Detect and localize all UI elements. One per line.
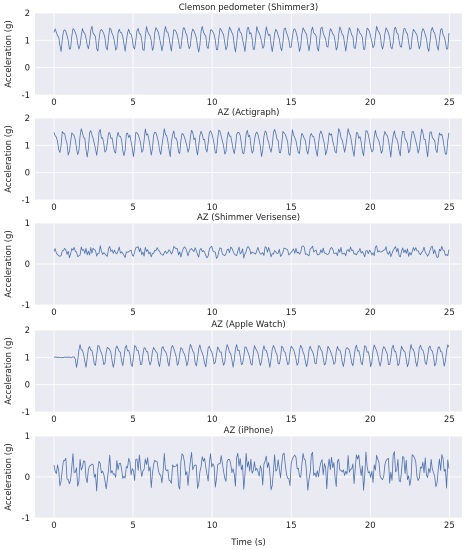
panel-4: AZ (Apple Watch) 0 5 10 15 20 25 -1 0 1 2 Accelerat… <box>4 320 462 425</box>
x-tick-label: 25 <box>444 415 455 425</box>
x-tick-label: 20 <box>365 415 376 425</box>
y-tick-label: -1 <box>22 514 30 524</box>
panel-5: AZ (iPhone) 0 5 10 15 20 25 -1 0 1 Acceleration (g… <box>4 426 462 531</box>
series-line <box>53 25 450 53</box>
y-tick-label: -1 <box>22 91 30 101</box>
y-tick-label: 1 <box>25 141 30 151</box>
y-tick-label: 0 <box>25 64 30 74</box>
y-tick-label: 2 <box>25 114 30 124</box>
panel-title: AZ (Apple Watch) <box>211 320 285 330</box>
x-tick-label: 15 <box>286 415 297 425</box>
x-tick-label: 0 <box>51 415 56 425</box>
y-tick-label: 2 <box>25 9 30 19</box>
y-axis-label: Acceleration (g) <box>4 337 14 405</box>
x-tick-label: 25 <box>444 98 455 108</box>
x-tick-label: 0 <box>51 203 56 213</box>
x-tick-label: 5 <box>130 415 135 425</box>
x-tick-label: 0 <box>51 98 56 108</box>
x-tick-label: 0 <box>51 521 56 531</box>
series-line <box>53 451 450 492</box>
y-tick-label: 0 <box>25 260 30 270</box>
panel-1: Clemson pedometer (Shimmer3)0 5 10 15 20 25-1… <box>4 3 462 108</box>
y-tick-label: 0 <box>25 473 30 483</box>
y-tick-label: -1 <box>22 196 30 206</box>
plot-area <box>35 13 462 95</box>
y-tick-label: 2 <box>25 326 30 336</box>
plot-area <box>35 118 462 200</box>
panel-title: AZ (Shimmer Verisense) <box>197 213 300 223</box>
y-axis-label: Acceleration (g) <box>4 125 14 193</box>
x-tick-label: 5 <box>130 521 135 531</box>
x-tick-label: 10 <box>207 415 218 425</box>
panel-title: Clemson pedometer (Shimmer3) <box>179 3 318 13</box>
x-tick-label: 20 <box>365 203 376 213</box>
y-tick-label: 1 <box>25 353 30 363</box>
y-axis-label: Acceleration (g) <box>4 20 14 88</box>
y-tick-label: 0 <box>25 169 30 179</box>
y-tick-label: 1 <box>25 36 30 46</box>
x-tick-label: 25 <box>444 308 455 318</box>
x-tick-label: 10 <box>207 521 218 531</box>
x-axis-label: Time (s) <box>230 538 266 548</box>
x-tick-label: 25 <box>444 203 455 213</box>
panel-2: AZ (Actigraph) 0 5 10 15 20 25 -1 0 1 2 Acceleratio… <box>4 108 462 213</box>
x-tick-label: 0 <box>51 308 56 318</box>
x-tick-label: 20 <box>365 98 376 108</box>
x-tick-label: 15 <box>286 308 297 318</box>
x-tick-label: 5 <box>130 98 135 108</box>
plot-area <box>35 330 462 412</box>
x-tick-label: 5 <box>130 203 135 213</box>
y-tick-label: 1 <box>25 432 30 442</box>
y-axis-label: Acceleration (g) <box>4 230 14 298</box>
panel-title: AZ (Actigraph) <box>218 108 280 118</box>
y-tick-label: -1 <box>22 301 30 311</box>
x-tick-label: 5 <box>130 308 135 318</box>
series-line <box>53 128 450 158</box>
panel-title: AZ (iPhone) <box>224 426 274 436</box>
x-tick-label: 10 <box>207 203 218 213</box>
y-tick-label: 1 <box>25 219 30 229</box>
x-tick-label: 15 <box>286 203 297 213</box>
x-tick-label: 15 <box>286 98 297 108</box>
x-tick-label: 10 <box>207 308 218 318</box>
y-tick-label: -1 <box>22 408 30 418</box>
x-tick-label: 20 <box>365 308 376 318</box>
x-tick-label: 10 <box>207 98 218 108</box>
series-line <box>53 344 450 368</box>
series-line <box>53 245 450 259</box>
panel-3: AZ (Shimmer Verisense) 0 5 10 15 20 25 -1 0 1 Acce… <box>4 213 462 318</box>
x-tick-label: 20 <box>365 521 376 531</box>
y-axis-label: Acceleration (g) <box>4 443 14 511</box>
x-tick-label: 25 <box>444 521 455 531</box>
x-tick-label: 15 <box>286 521 297 531</box>
y-tick-label: 0 <box>25 381 30 391</box>
